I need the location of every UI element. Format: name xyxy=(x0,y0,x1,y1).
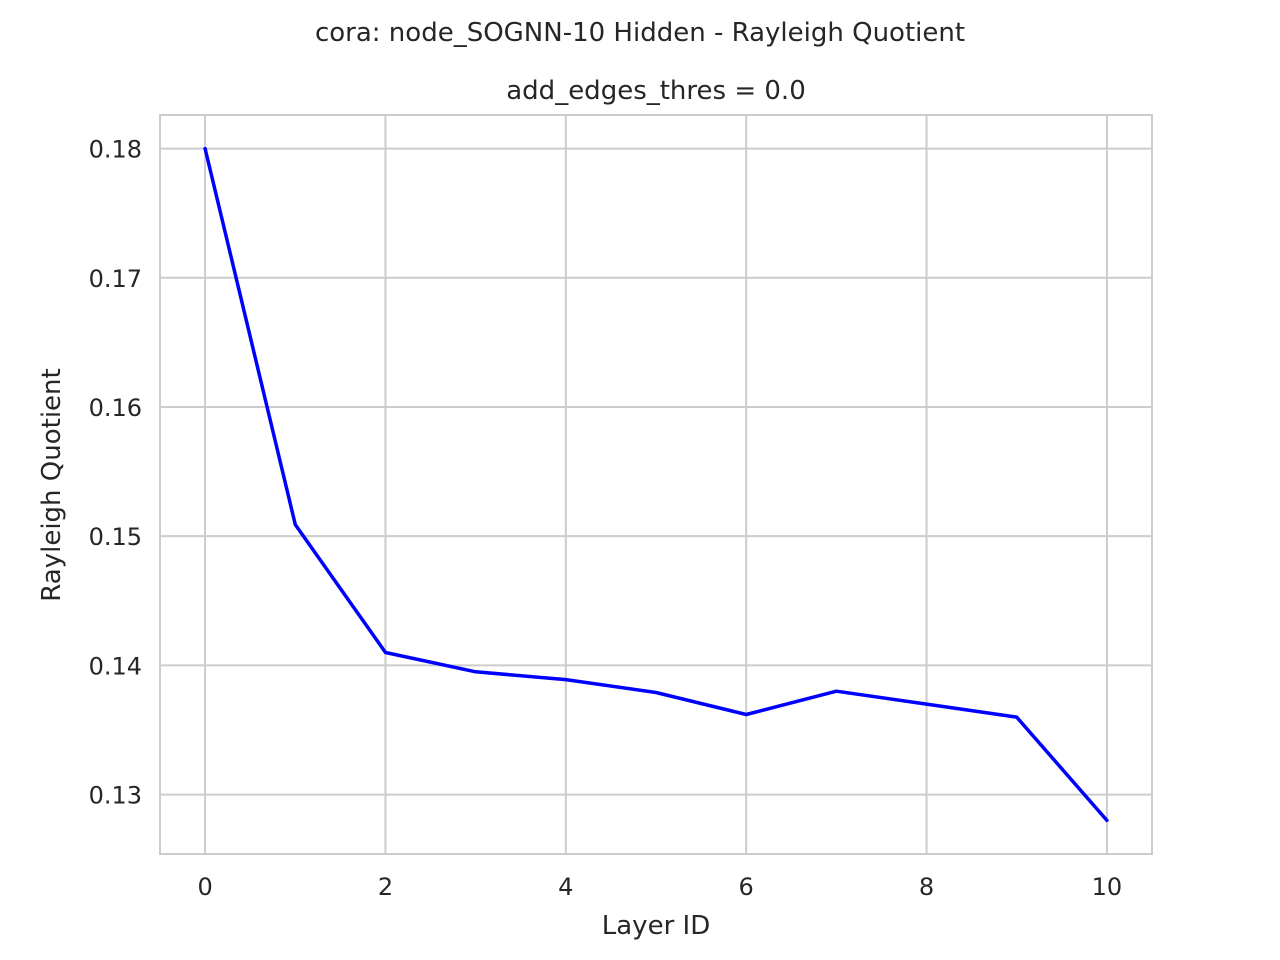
y-tick-label: 0.17 xyxy=(89,265,142,293)
x-tick-label: 10 xyxy=(1092,873,1123,901)
data-point xyxy=(564,677,568,682)
data-point xyxy=(924,702,929,706)
x-tick-label: 4 xyxy=(558,873,573,901)
y-tick-label: 0.13 xyxy=(89,782,142,810)
data-point xyxy=(474,670,478,674)
y-tick-label: 0.16 xyxy=(89,394,142,422)
chart-subtitle: add_edges_thres = 0.0 xyxy=(506,76,805,106)
y-tick-label: 0.15 xyxy=(89,523,142,551)
y-tick-labels: 0.13 0.14 0.15 0.16 0.17 0.18 xyxy=(89,136,142,810)
plot-frame xyxy=(159,114,1153,855)
grid xyxy=(160,115,1152,854)
data-point xyxy=(1105,818,1109,823)
y-tick-label: 0.18 xyxy=(89,136,142,164)
x-axis-label: Layer ID xyxy=(602,911,710,941)
data-point xyxy=(203,146,207,151)
x-tick-label: 2 xyxy=(378,873,393,901)
data-point xyxy=(293,522,297,527)
x-tick-label: 8 xyxy=(919,873,934,901)
x-tick-label: 0 xyxy=(197,873,212,901)
data-point xyxy=(654,690,658,695)
y-tick-label: 0.14 xyxy=(89,652,142,680)
data-point xyxy=(1015,715,1019,719)
y-axis-label: Rayleigh Quotient xyxy=(37,368,67,601)
chart-title: cora: node_SOGNN-10 Hidden - Rayleigh Qu… xyxy=(315,18,965,48)
x-tick-label: 6 xyxy=(739,873,754,901)
data-point xyxy=(834,689,838,693)
series-line xyxy=(203,146,1109,823)
data-point xyxy=(744,712,748,717)
x-tick-labels: 0 2 4 6 8 10 xyxy=(197,873,1122,901)
series-layer xyxy=(203,146,1109,823)
data-point xyxy=(383,650,388,655)
